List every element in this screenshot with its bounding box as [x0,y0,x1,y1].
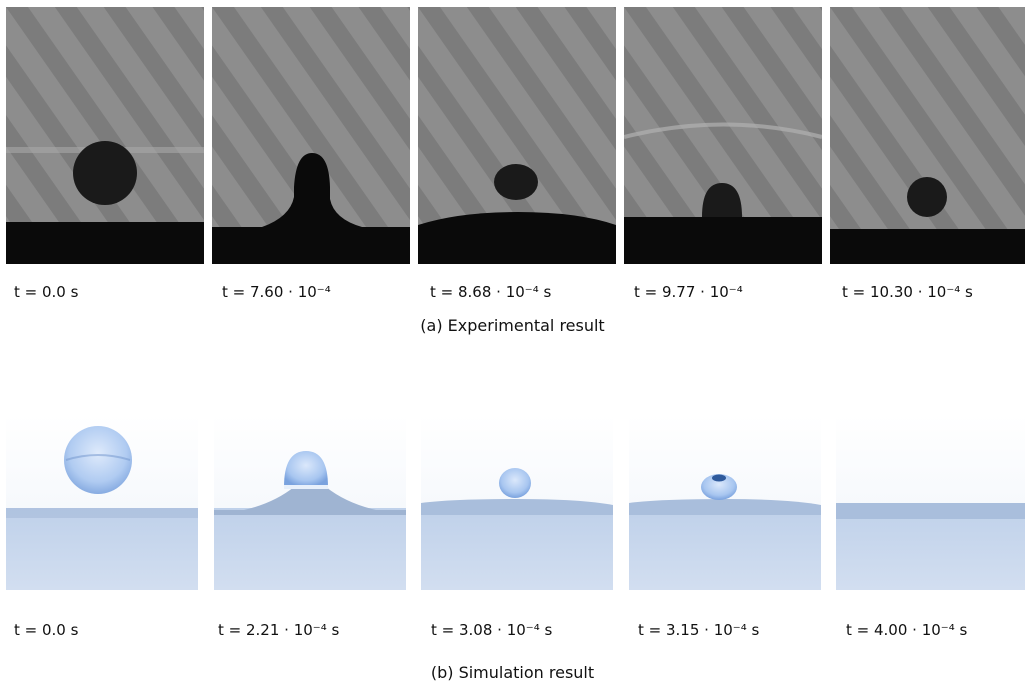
simulation-caption: (b) Simulation result [430,663,595,682]
experimental-image-1 [6,7,204,264]
simulation-image-3 [421,415,613,590]
experimental-frame-1 [6,7,204,264]
simulation-frame-3 [421,415,613,590]
experimental-frame-5 [830,7,1025,264]
simulation-image-1 [6,415,198,590]
simulation-time-2: t = 2.21 · 10⁻⁴ s [218,621,340,639]
experimental-image-2 [212,7,410,264]
experimental-time-1: t = 0.0 s [14,283,79,301]
experimental-caption: (a) Experimental result [420,316,605,335]
simulation-frame-1 [6,415,198,590]
experimental-image-5 [830,7,1025,264]
simulation-time-1: t = 0.0 s [14,621,79,639]
simulation-time-4: t = 3.15 · 10⁻⁴ s [638,621,760,639]
experimental-frame-3 [418,7,616,264]
experimental-time-3: t = 8.68 · 10⁻⁴ s [430,283,552,301]
experimental-time-5: t = 10.30 · 10⁻⁴ s [842,283,973,301]
simulation-frame-4 [629,415,821,590]
experimental-image-3 [418,7,616,264]
simulation-image-2 [214,415,406,590]
simulation-image-5 [836,415,1025,590]
simulation-time-5: t = 4.00 · 10⁻⁴ s [846,621,968,639]
simulation-frame-2 [214,415,406,590]
experimental-time-4: t = 9.77 · 10⁻⁴ [634,283,743,301]
experimental-image-4 [624,7,822,264]
simulation-time-3: t = 3.08 · 10⁻⁴ s [431,621,553,639]
simulation-frame-5 [836,415,1025,590]
simulation-image-4 [629,415,821,590]
experimental-frame-4 [624,7,822,264]
experimental-frame-2 [212,7,410,264]
experimental-time-2: t = 7.60 · 10⁻⁴ [222,283,331,301]
